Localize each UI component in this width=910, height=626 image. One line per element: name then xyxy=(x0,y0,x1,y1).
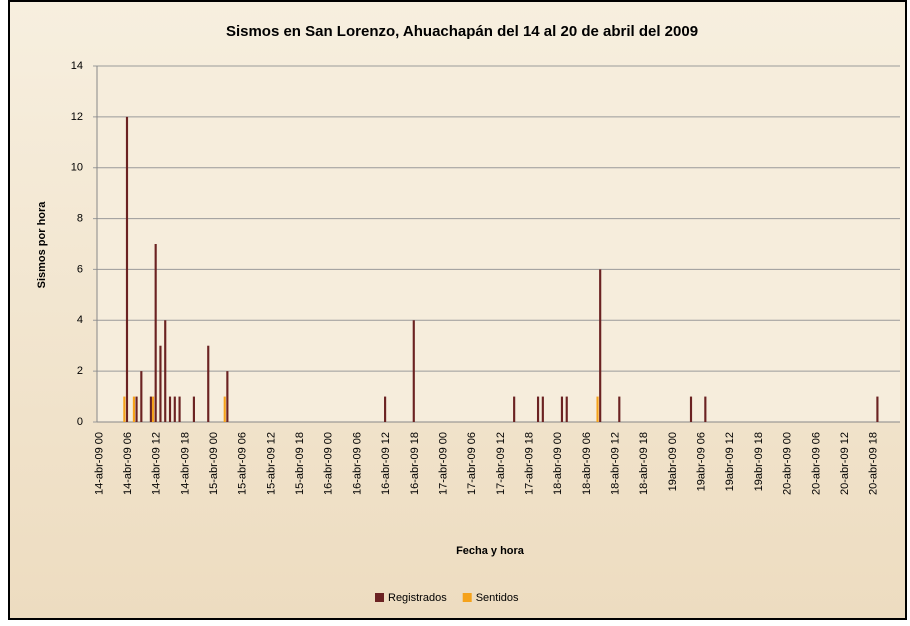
x-tick-label: 15-abr-09 06 xyxy=(237,432,249,495)
x-tick-label: 20-abr-09 18 xyxy=(868,432,880,495)
bar xyxy=(192,396,195,422)
y-axis-title: Sismos por hora xyxy=(36,201,48,289)
x-tick-label: 14-abr-09 18 xyxy=(179,432,191,495)
bar xyxy=(565,396,568,422)
bar xyxy=(596,396,599,422)
x-tick-label: 16-abr-09 18 xyxy=(409,432,421,495)
bar xyxy=(513,396,516,422)
x-tick-label: 19abr-09 18 xyxy=(753,432,765,491)
x-tick-label: 15-abr-09 00 xyxy=(208,432,220,495)
x-tick-label: 18-abr-09 18 xyxy=(638,432,650,495)
y-tick-label: 8 xyxy=(77,212,83,224)
x-tick-label: 15-abr-09 18 xyxy=(294,432,306,495)
bar xyxy=(536,396,540,422)
x-axis-title: Fecha y hora xyxy=(456,545,525,557)
x-tick-label: 15-abr-09 12 xyxy=(265,432,277,495)
bar xyxy=(384,396,387,422)
bar xyxy=(125,116,129,422)
x-tick-label: 14-abr-09 00 xyxy=(93,432,105,495)
legend-swatch xyxy=(462,593,472,602)
bar xyxy=(618,396,621,422)
plot-area xyxy=(97,66,900,422)
bar xyxy=(159,345,162,422)
x-tick-label: 14-abr-09 12 xyxy=(151,432,163,495)
x-tick-label: 19abr-09 00 xyxy=(667,432,679,491)
bar xyxy=(164,320,167,422)
bar xyxy=(207,345,210,422)
bar xyxy=(135,396,138,422)
x-tick-label: 18-abr-09 00 xyxy=(552,432,564,495)
bar xyxy=(149,396,152,422)
x-tick-label: 19abr-09 12 xyxy=(724,432,736,491)
y-tick-label: 14 xyxy=(71,60,83,72)
y-tick-label: 10 xyxy=(71,162,83,174)
x-tick-label: 18-abr-09 06 xyxy=(581,432,593,495)
bar xyxy=(223,396,226,422)
legend-label: Registrados xyxy=(388,592,447,604)
x-tick-label: 16-abr-09 12 xyxy=(380,432,392,495)
x-tick-label: 20-abr-09 12 xyxy=(839,432,851,495)
bar xyxy=(140,371,143,422)
y-tick-label: 2 xyxy=(77,365,83,377)
bar xyxy=(541,396,544,422)
x-tick-label: 17-abr-09 12 xyxy=(495,432,507,495)
x-tick-label: 20-abr-09 00 xyxy=(782,432,794,495)
x-tick-label: 16-abr-09 00 xyxy=(323,432,335,495)
bar xyxy=(599,269,602,422)
bar xyxy=(689,396,693,422)
x-tick-label: 19abr-09 06 xyxy=(696,432,708,491)
bar xyxy=(226,371,229,422)
y-tick-label: 0 xyxy=(77,416,83,428)
bar xyxy=(168,396,172,422)
x-tick-label: 17-abr-09 06 xyxy=(466,432,478,495)
x-tick-label: 17-abr-09 00 xyxy=(437,432,449,495)
x-tick-label: 18-abr-09 12 xyxy=(610,432,622,495)
bar xyxy=(154,244,157,422)
bar xyxy=(123,396,126,422)
bar xyxy=(560,396,564,422)
legend-swatch xyxy=(375,593,384,602)
bar xyxy=(132,396,135,422)
y-tick-label: 6 xyxy=(77,263,83,275)
bar xyxy=(412,320,415,422)
x-tick-label: 17-abr-09 18 xyxy=(523,432,535,495)
bar xyxy=(178,396,181,422)
chart-title: Sismos en San Lorenzo, Ahuachapán del 14… xyxy=(226,23,698,40)
x-tick-label: 20-abr-09 06 xyxy=(810,432,822,495)
y-tick-label: 4 xyxy=(77,314,83,326)
x-tick-label: 16-abr-09 06 xyxy=(351,432,363,495)
bar xyxy=(876,396,879,422)
x-tick-label: 14-abr-09 06 xyxy=(122,432,134,495)
y-tick-label: 12 xyxy=(71,111,83,123)
bar xyxy=(173,396,176,422)
bar xyxy=(704,396,707,422)
bar xyxy=(151,396,155,422)
legend-label: Sentidos xyxy=(476,592,519,604)
